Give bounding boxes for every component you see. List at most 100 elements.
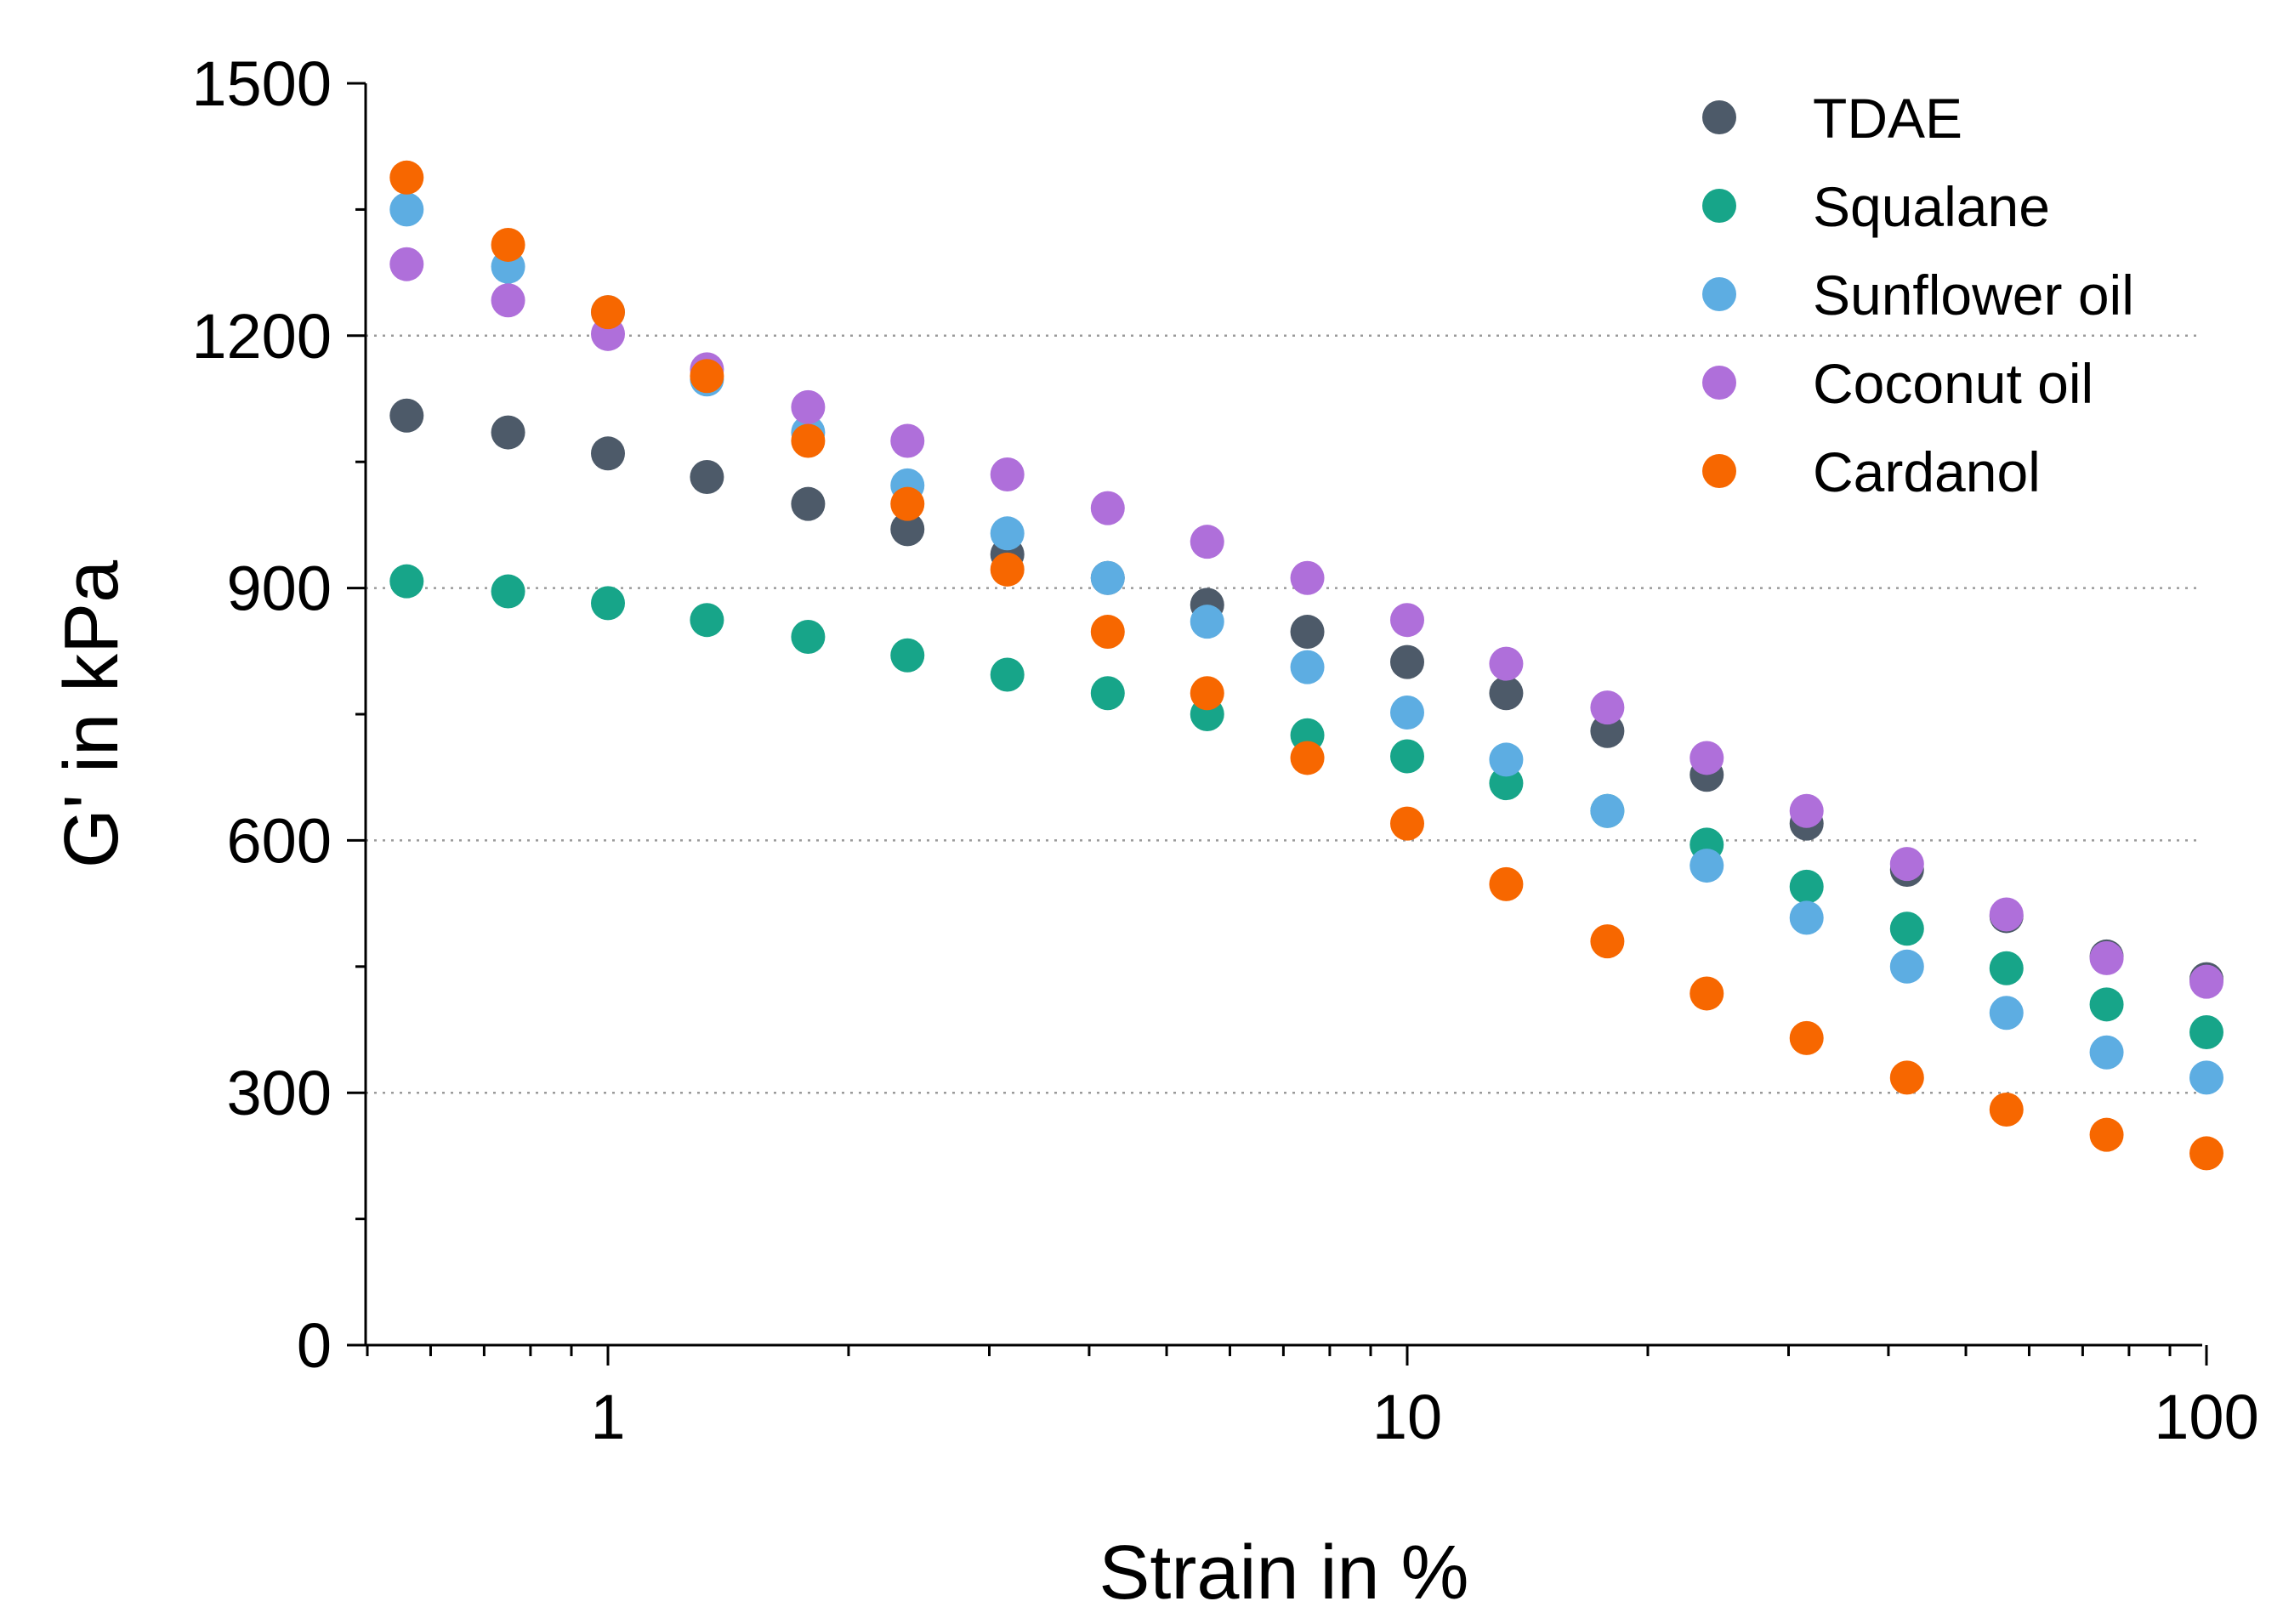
data-point bbox=[1489, 646, 1524, 681]
data-point bbox=[1190, 676, 1224, 711]
data-point bbox=[1989, 1092, 2024, 1127]
legend-marker bbox=[1702, 454, 1736, 488]
legend: TDAE Squalane Sunflower oil Coconut oil Card… bbox=[1702, 87, 2134, 503]
data-point bbox=[1690, 976, 1724, 1011]
data-point bbox=[791, 486, 826, 521]
data-point bbox=[1190, 605, 1224, 639]
data-point bbox=[1989, 996, 2024, 1031]
data-point bbox=[1789, 900, 1824, 935]
legend-marker bbox=[1702, 277, 1736, 311]
data-point bbox=[890, 638, 925, 673]
data-point bbox=[1489, 866, 1524, 901]
y-tick-label: 600 bbox=[227, 805, 332, 876]
data-point bbox=[389, 398, 424, 433]
data-point bbox=[1290, 560, 1325, 595]
data-point bbox=[491, 227, 525, 262]
y-tick-label: 1200 bbox=[191, 301, 332, 372]
data-point bbox=[1290, 741, 1325, 775]
data-point bbox=[990, 516, 1025, 551]
x-tick-label: 100 bbox=[2154, 1382, 2258, 1452]
legend-label: Cardanol bbox=[1813, 440, 2041, 503]
data-point bbox=[1090, 560, 1125, 595]
data-point bbox=[690, 603, 724, 638]
data-point bbox=[1489, 742, 1524, 777]
tick-labels: 0 300 600 900 1200 1500 1 10 100 bbox=[191, 48, 2258, 1452]
x-tick-label: 1 bbox=[590, 1382, 625, 1452]
data-point bbox=[791, 389, 826, 424]
data-point bbox=[2089, 987, 2124, 1022]
data-point bbox=[890, 423, 925, 458]
data-point bbox=[491, 415, 525, 450]
data-point bbox=[2089, 940, 2124, 975]
data-point bbox=[591, 586, 625, 621]
data-point bbox=[1390, 603, 1424, 638]
legend-label: Squalane bbox=[1813, 175, 2050, 238]
data-point bbox=[389, 564, 424, 599]
data-point bbox=[791, 619, 826, 654]
data-point bbox=[1590, 924, 1625, 959]
x-tick-label: 10 bbox=[1372, 1382, 1442, 1452]
data-point bbox=[2089, 1117, 2124, 1152]
legend-marker bbox=[1702, 100, 1736, 134]
data-point bbox=[690, 359, 724, 394]
data-point bbox=[890, 512, 925, 547]
data-point bbox=[2189, 1014, 2223, 1049]
data-point bbox=[2189, 964, 2223, 999]
tick-marks bbox=[347, 82, 2208, 1366]
data-point bbox=[990, 457, 1025, 492]
data-point bbox=[990, 552, 1025, 587]
data-point bbox=[389, 192, 424, 227]
data-point bbox=[1590, 713, 1625, 748]
legend-marker bbox=[1702, 366, 1736, 400]
y-tick-label: 900 bbox=[227, 554, 332, 624]
data-point bbox=[1390, 644, 1424, 679]
data-point bbox=[1390, 696, 1424, 730]
data-point bbox=[1590, 793, 1625, 828]
data-point bbox=[890, 486, 925, 521]
data-point bbox=[1889, 847, 1924, 882]
grid-lines bbox=[366, 334, 2202, 1094]
data-point bbox=[1789, 869, 1824, 904]
data-point bbox=[2189, 1060, 2223, 1095]
legend-label: Coconut oil bbox=[1813, 352, 2093, 415]
y-tick-label: 0 bbox=[297, 1310, 332, 1381]
data-point bbox=[1489, 766, 1524, 801]
data-point bbox=[389, 160, 424, 195]
data-point bbox=[1090, 491, 1125, 525]
data-point bbox=[1889, 911, 1924, 946]
data-point bbox=[791, 423, 826, 458]
x-axis-title: Strain in % bbox=[1099, 1530, 1468, 1615]
data-point bbox=[1989, 951, 2024, 985]
data-point bbox=[1690, 741, 1724, 775]
data-point bbox=[1290, 615, 1325, 650]
data-point bbox=[2189, 1136, 2223, 1171]
y-tick-label: 300 bbox=[227, 1058, 332, 1128]
y-axis-title: G' in kPa bbox=[49, 559, 134, 868]
data-point bbox=[591, 295, 625, 330]
data-point bbox=[591, 436, 625, 471]
data-point bbox=[1590, 690, 1625, 725]
legend-label: TDAE bbox=[1813, 87, 1962, 150]
data-point bbox=[389, 247, 424, 281]
legend-marker bbox=[1702, 189, 1736, 223]
data-point bbox=[1290, 650, 1325, 684]
data-point bbox=[1889, 1060, 1924, 1095]
y-tick-label: 1500 bbox=[191, 48, 332, 119]
data-point bbox=[990, 657, 1025, 692]
data-point bbox=[1190, 525, 1224, 559]
data-point bbox=[1789, 793, 1824, 828]
data-points bbox=[389, 160, 2223, 1171]
legend-label: Sunflower oil bbox=[1813, 264, 2134, 327]
data-point bbox=[1390, 739, 1424, 774]
data-point bbox=[1390, 806, 1424, 841]
data-point bbox=[1789, 1020, 1824, 1055]
data-point bbox=[491, 574, 525, 609]
data-point bbox=[1489, 676, 1524, 711]
data-point bbox=[1090, 676, 1125, 711]
data-point bbox=[690, 460, 724, 495]
data-point bbox=[1690, 849, 1724, 883]
data-point bbox=[491, 283, 525, 318]
data-point bbox=[1889, 949, 1924, 984]
data-point bbox=[1989, 897, 2024, 932]
